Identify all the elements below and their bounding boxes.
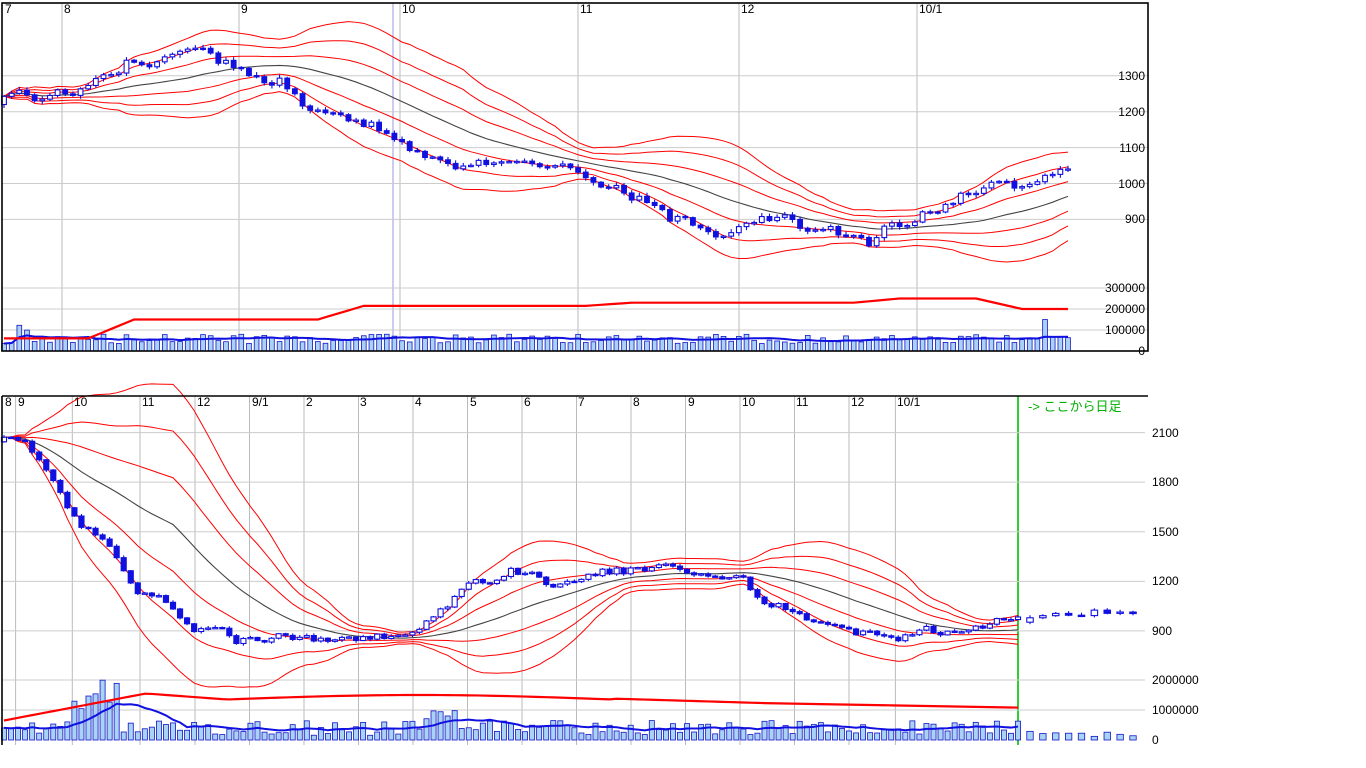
svg-text:8: 8 bbox=[633, 395, 640, 409]
svg-text:1200: 1200 bbox=[1118, 105, 1145, 119]
svg-text:10/1: 10/1 bbox=[919, 2, 943, 16]
svg-text:12: 12 bbox=[197, 395, 211, 409]
svg-text:100000: 100000 bbox=[1105, 323, 1145, 337]
svg-text:1100: 1100 bbox=[1119, 141, 1145, 155]
svg-text:200000: 200000 bbox=[1105, 302, 1145, 316]
svg-text:9/1: 9/1 bbox=[252, 395, 269, 409]
svg-text:10: 10 bbox=[74, 395, 88, 409]
svg-text:9: 9 bbox=[688, 395, 695, 409]
svg-text:11: 11 bbox=[580, 2, 593, 16]
svg-text:1000000: 1000000 bbox=[1152, 703, 1199, 717]
svg-text:6: 6 bbox=[524, 395, 531, 409]
svg-text:1000: 1000 bbox=[1118, 177, 1145, 191]
svg-text:5: 5 bbox=[470, 395, 477, 409]
svg-text:9: 9 bbox=[18, 395, 25, 409]
svg-text:8: 8 bbox=[5, 395, 12, 409]
svg-text:-> ここから日足: -> ここから日足 bbox=[1028, 399, 1122, 414]
svg-text:11: 11 bbox=[142, 395, 155, 409]
svg-text:300000: 300000 bbox=[1105, 281, 1145, 295]
svg-text:12: 12 bbox=[741, 2, 755, 16]
svg-text:0: 0 bbox=[1138, 344, 1145, 358]
svg-text:10: 10 bbox=[742, 395, 756, 409]
svg-text:1300: 1300 bbox=[1118, 69, 1145, 83]
svg-text:0: 0 bbox=[1152, 733, 1159, 747]
svg-text:12: 12 bbox=[851, 395, 865, 409]
svg-text:2000000: 2000000 bbox=[1152, 673, 1199, 687]
svg-text:900: 900 bbox=[1125, 212, 1145, 226]
svg-text:8: 8 bbox=[64, 2, 71, 16]
svg-text:2100: 2100 bbox=[1152, 426, 1179, 440]
svg-text:1200: 1200 bbox=[1152, 574, 1179, 588]
svg-text:1800: 1800 bbox=[1152, 475, 1179, 489]
svg-text:2: 2 bbox=[306, 395, 313, 409]
svg-text:4: 4 bbox=[415, 395, 422, 409]
svg-text:7: 7 bbox=[5, 2, 12, 16]
svg-text:900: 900 bbox=[1152, 624, 1172, 638]
svg-text:1500: 1500 bbox=[1152, 525, 1179, 539]
svg-text:11: 11 bbox=[796, 395, 809, 409]
svg-text:10: 10 bbox=[402, 2, 416, 16]
svg-text:10/1: 10/1 bbox=[897, 395, 921, 409]
svg-text:9: 9 bbox=[241, 2, 248, 16]
svg-text:3: 3 bbox=[360, 395, 367, 409]
svg-text:7: 7 bbox=[578, 395, 585, 409]
